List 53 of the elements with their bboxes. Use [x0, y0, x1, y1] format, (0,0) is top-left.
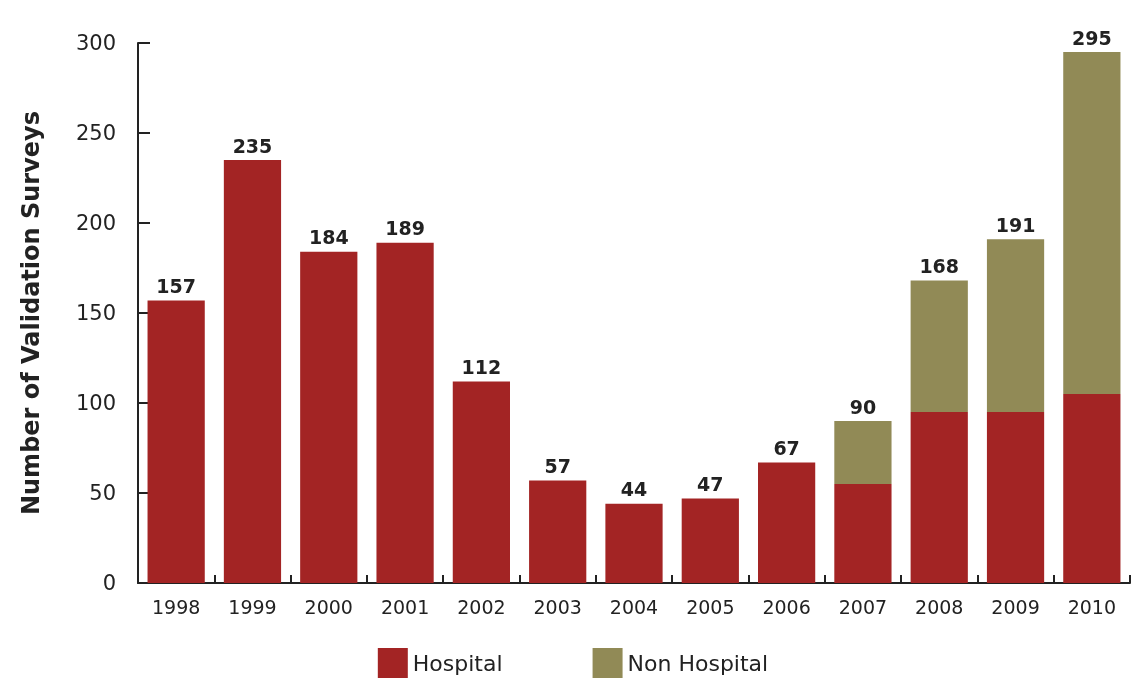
total-label: 191	[995, 213, 1036, 236]
legend-label: Non Hospital	[627, 650, 769, 676]
bar	[910, 412, 968, 583]
x-tick-label: 1999	[228, 595, 277, 618]
x-tick-label: 2001	[380, 595, 430, 618]
total-label: 295	[1072, 26, 1112, 49]
total-label: 189	[385, 217, 425, 240]
y-tick-label: 200	[75, 211, 116, 235]
x-tick-label: 2003	[533, 595, 582, 618]
total-label: 67	[773, 436, 800, 459]
total-label: 57	[544, 454, 571, 477]
total-label: 235	[232, 134, 273, 157]
bar	[452, 381, 510, 583]
x-tick-label: 2006	[762, 595, 811, 618]
total-label: 47	[697, 472, 724, 495]
bar	[1063, 52, 1121, 394]
bar	[376, 242, 434, 583]
x-tick-label: 1998	[151, 595, 201, 618]
bar	[223, 160, 282, 583]
x-tick-label: 2009	[991, 595, 1040, 618]
total-label: 112	[461, 355, 502, 378]
x-tick-label: 2000	[304, 595, 353, 618]
bar	[834, 421, 892, 484]
y-tick-label: 0	[102, 571, 116, 595]
y-tick-label: 150	[75, 301, 116, 325]
bar	[910, 280, 968, 412]
bar	[986, 239, 1045, 412]
x-tick-label: 2007	[838, 595, 888, 618]
bar	[1063, 394, 1121, 583]
bar	[681, 498, 739, 583]
legend-label: Hospital	[412, 650, 503, 676]
x-tick-label: 2008	[915, 595, 964, 618]
bar	[834, 484, 892, 583]
total-label: 168	[919, 255, 960, 278]
bar	[529, 480, 587, 583]
total-label: 44	[620, 478, 648, 501]
bar	[147, 300, 205, 583]
total-label: 184	[308, 226, 349, 249]
y-tick-label: 50	[89, 481, 116, 505]
y-tick-label: 300	[75, 31, 116, 55]
x-tick-label: 2004	[609, 595, 659, 618]
total-label: 157	[156, 274, 196, 297]
y-tick-label: 250	[75, 121, 116, 145]
x-tick-label: 2005	[686, 595, 735, 618]
bar	[605, 503, 663, 583]
bar	[986, 412, 1045, 583]
y-axis-title: Number of Validation Surveys	[17, 110, 45, 516]
bar	[758, 462, 816, 583]
y-tick-label: 100	[75, 391, 116, 415]
total-label: 90	[849, 395, 877, 418]
x-tick-label: 2002	[457, 595, 506, 618]
bar	[300, 251, 358, 583]
x-tick-label: 2010	[1067, 595, 1117, 618]
